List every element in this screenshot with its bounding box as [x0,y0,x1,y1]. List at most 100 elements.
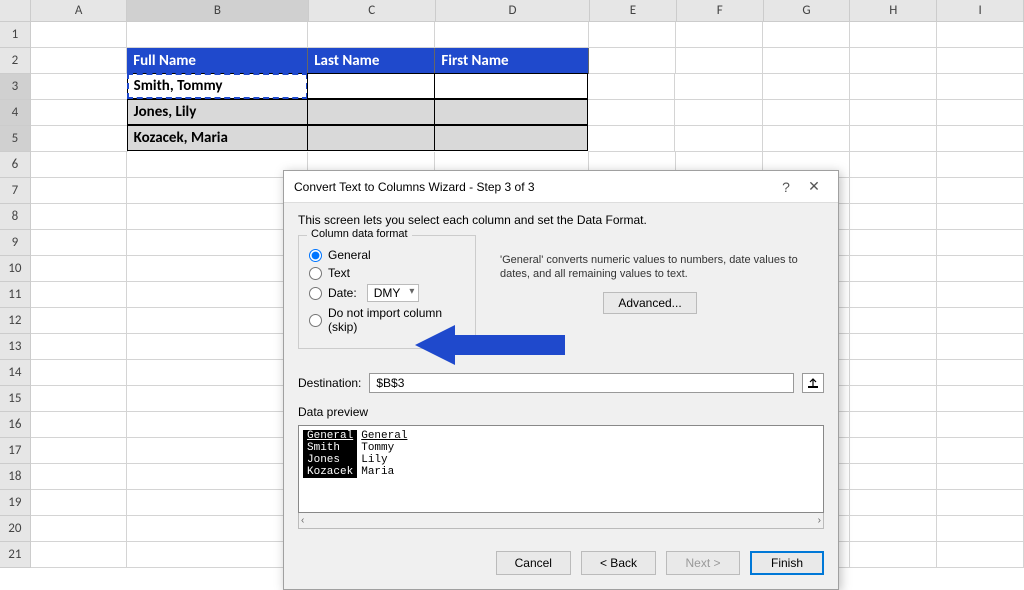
cell[interactable] [588,100,675,126]
radio-skip-input[interactable] [309,314,322,327]
cell[interactable] [127,22,308,48]
row-header[interactable]: 20 [0,516,31,542]
cell[interactable] [937,282,1024,308]
cell[interactable] [31,74,128,100]
cell[interactable] [937,516,1024,542]
cell[interactable] [850,308,937,334]
cell[interactable] [588,126,675,152]
cell[interactable] [31,204,128,230]
cell[interactable] [937,126,1024,152]
cell[interactable] [127,308,308,334]
row-header[interactable]: 8 [0,204,31,230]
cell[interactable] [675,74,762,100]
cell[interactable] [31,542,128,568]
cell[interactable] [31,100,128,126]
cell[interactable] [31,308,128,334]
row-header[interactable]: 18 [0,464,31,490]
cell[interactable] [937,334,1024,360]
cell[interactable] [850,22,937,48]
cell[interactable]: Kozacek, Maria [127,125,309,151]
cell[interactable] [937,438,1024,464]
cell[interactable] [307,125,435,151]
cell[interactable] [850,516,937,542]
cell[interactable] [589,48,676,74]
cell[interactable] [31,516,128,542]
cell[interactable] [675,100,762,126]
cell[interactable] [763,100,850,126]
cell[interactable] [850,412,937,438]
cell[interactable] [31,22,128,48]
scroll-right-icon[interactable]: › [818,515,821,526]
cell[interactable] [308,22,435,48]
cell[interactable] [850,360,937,386]
row-header[interactable]: 14 [0,360,31,386]
cell[interactable] [127,282,308,308]
cell[interactable]: Smith, Tommy [127,73,309,99]
cell[interactable]: First Name [435,48,589,74]
cell[interactable] [127,360,308,386]
row-header[interactable]: 9 [0,230,31,256]
cell[interactable] [31,48,128,74]
cell[interactable] [850,48,937,74]
cell[interactable] [589,22,676,48]
cell[interactable]: Full Name [127,48,308,74]
cell[interactable] [31,360,128,386]
cell[interactable] [127,438,308,464]
destination-input[interactable] [369,373,794,393]
cell[interactable] [127,412,308,438]
radio-general-input[interactable] [309,249,322,262]
cell[interactable] [850,100,937,126]
row-header[interactable]: 2 [0,48,31,74]
column-header-c[interactable]: C [309,0,436,22]
cell[interactable] [31,126,128,152]
cell[interactable] [850,490,937,516]
cell[interactable] [937,412,1024,438]
radio-general[interactable]: General [309,248,465,262]
cell[interactable] [937,386,1024,412]
cell[interactable] [434,99,589,125]
cell[interactable] [937,464,1024,490]
cell[interactable] [850,334,937,360]
cell[interactable] [31,412,128,438]
column-header-e[interactable]: E [590,0,677,22]
cell[interactable] [31,438,128,464]
cell[interactable] [937,542,1024,568]
cell[interactable] [763,74,850,100]
cell[interactable] [127,178,308,204]
data-preview[interactable]: General General SmithTommy JonesLily Koz… [298,425,824,513]
radio-date-input[interactable] [309,287,322,300]
cell[interactable] [31,282,128,308]
cell[interactable] [127,490,308,516]
row-header[interactable]: 12 [0,308,31,334]
column-header-g[interactable]: G [764,0,851,22]
cell[interactable] [675,126,762,152]
radio-date[interactable]: Date: DMY [309,284,465,302]
cell[interactable] [937,490,1024,516]
column-header-b[interactable]: B [127,0,308,22]
cell[interactable] [937,308,1024,334]
row-header[interactable]: 11 [0,282,31,308]
cell[interactable] [307,99,435,125]
cell[interactable] [31,464,128,490]
cell[interactable] [434,125,589,151]
cell[interactable] [763,48,850,74]
cell[interactable] [850,282,937,308]
cell[interactable] [937,100,1024,126]
cell[interactable] [588,74,675,100]
cell[interactable] [937,204,1024,230]
date-format-select[interactable]: DMY [367,284,420,302]
preview-scrollbar[interactable]: ‹ › [298,513,824,529]
cell[interactable] [850,464,937,490]
row-header[interactable]: 1 [0,22,31,48]
cell[interactable] [937,48,1024,74]
row-header[interactable]: 10 [0,256,31,282]
cell[interactable] [127,464,308,490]
cell[interactable] [676,22,763,48]
cell[interactable] [31,178,128,204]
cell[interactable] [850,126,937,152]
column-header-a[interactable]: A [31,0,127,22]
cell[interactable] [434,73,589,99]
close-button[interactable]: ✕ [800,178,828,195]
cell[interactable] [31,230,128,256]
cell[interactable]: Last Name [308,48,435,74]
